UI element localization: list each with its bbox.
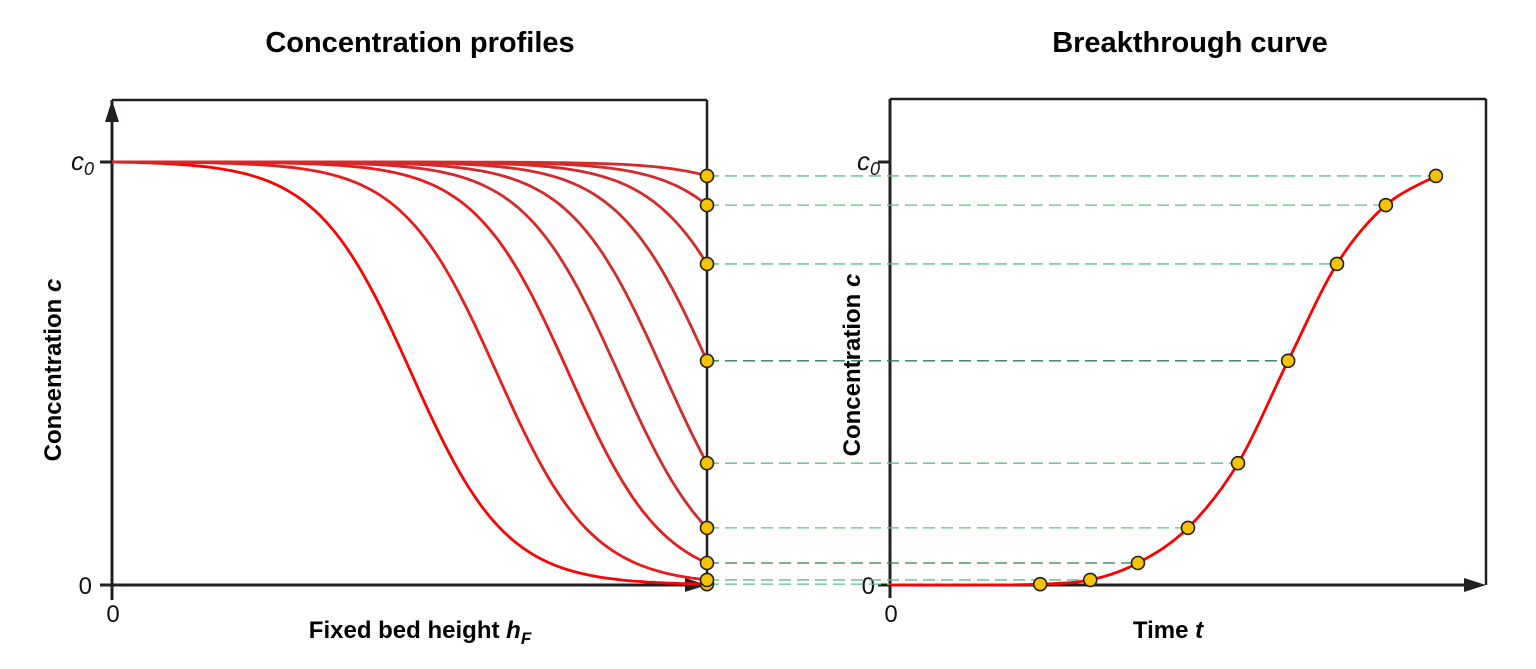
breakthrough-point <box>1230 455 1246 471</box>
profile-curve <box>112 160 709 464</box>
right-x-arrow-icon <box>1464 578 1486 592</box>
right-y-label: Concentration c <box>839 274 866 457</box>
breakthrough-point <box>1428 168 1444 184</box>
right-x-label: Time t <box>1133 617 1204 644</box>
breakthrough-point <box>1032 576 1048 592</box>
left-x-label: Fixed bed height hF <box>309 617 532 648</box>
breakthrough-point <box>1180 520 1196 536</box>
profile-curve <box>111 160 708 586</box>
profile-outlet-marker <box>699 197 715 213</box>
profile-outlet-marker <box>699 520 715 536</box>
profile-outlet-marker <box>699 168 715 184</box>
profile-outlet-marker <box>699 256 715 272</box>
left-chart-title: Concentration profiles <box>265 27 574 59</box>
breakthrough-point <box>1329 256 1345 272</box>
right-tick-x0: 0 <box>884 601 897 628</box>
breakthrough-curve <box>889 174 1437 587</box>
concentration-profiles <box>111 160 709 586</box>
right-tick-y0: 0 <box>862 573 875 600</box>
profile-outlet-marker <box>699 572 715 588</box>
profile-curve <box>112 160 708 565</box>
left-tick-x0: 0 <box>106 601 119 628</box>
markers <box>699 168 1444 592</box>
profile-curve <box>112 160 708 178</box>
breakthrough-point <box>1082 572 1098 588</box>
breakthrough-point <box>1130 555 1146 571</box>
left-y-arrow-icon <box>105 100 119 122</box>
right-chart-title: Breakthrough curve <box>1052 27 1328 59</box>
profile-outlet-marker <box>699 353 715 369</box>
right-tick-c0: c0 <box>857 146 880 179</box>
left-tick-c0: c0 <box>71 146 94 179</box>
profile-outlet-marker <box>699 455 715 471</box>
breakthrough-point <box>1280 353 1296 369</box>
breakthrough-point <box>1378 197 1394 213</box>
profile-curve <box>112 160 709 362</box>
connector-lines <box>707 175 1436 585</box>
breakthrough-line <box>889 174 1437 587</box>
left-y-label: Concentration c <box>40 279 67 462</box>
profile-outlet-marker <box>699 555 715 571</box>
right-axes <box>878 97 1488 598</box>
left-tick-y0: 0 <box>79 573 92 600</box>
